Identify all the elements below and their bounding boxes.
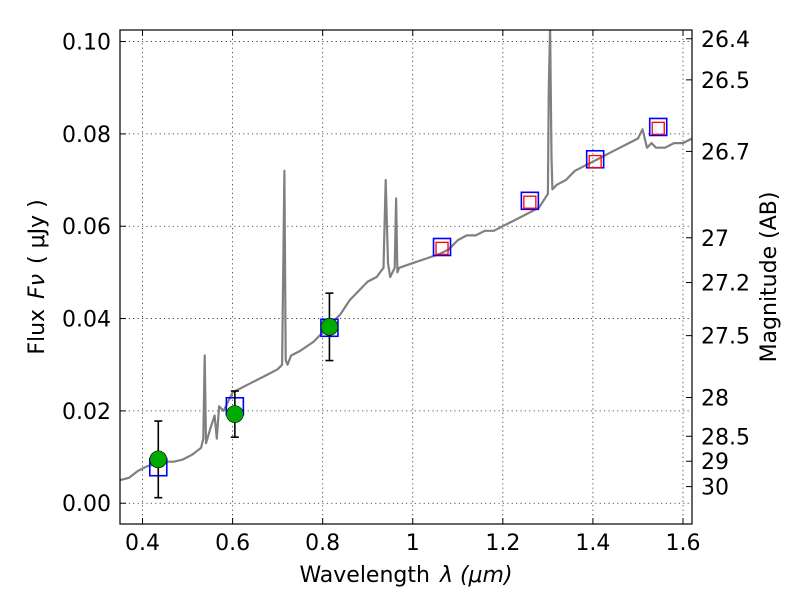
marker-layer <box>148 117 668 499</box>
x-tick-label: 1 <box>406 531 420 556</box>
model-photometry-point <box>520 191 540 211</box>
y-tick-label: 0.00 <box>62 492 111 517</box>
right-tick-label: 29 <box>701 450 729 475</box>
upper-limit-point <box>523 195 537 209</box>
upper-limit-point <box>651 121 665 135</box>
right-tick-label: 26.4 <box>701 28 750 53</box>
x-tick-label: 0.4 <box>125 531 160 556</box>
x-axis-label: Wavelength λ (μm) <box>299 563 512 588</box>
x-tick-label: 1.2 <box>485 531 520 556</box>
y-tick-label: 0.10 <box>62 31 111 56</box>
model-photometry-point <box>432 237 452 257</box>
model-photometry-point <box>648 117 668 137</box>
y-tick-label: 0.02 <box>62 400 111 425</box>
plot-frame <box>119 29 693 525</box>
right-tick-label: 30 <box>701 476 729 501</box>
grid <box>120 30 692 524</box>
right-tick-label: 27 <box>701 227 729 252</box>
y-tick-label: 0.04 <box>62 308 111 333</box>
x-tick-label: 0.6 <box>215 531 250 556</box>
right-axis-label: Magnitude (AB) <box>757 192 782 363</box>
right-tick-label: 28 <box>701 386 729 411</box>
right-tick-label: 26.7 <box>701 140 750 165</box>
y-tick-label: 0.08 <box>62 123 111 148</box>
observed-photometry-point <box>320 318 339 336</box>
right-tick-label: 27.5 <box>701 325 750 350</box>
spectrum-line <box>120 30 692 482</box>
y-axis-label: FluxFν( μJy ) <box>25 199 50 354</box>
right-tick-label: 28.5 <box>701 425 750 450</box>
x-tick-label: 1.6 <box>665 531 700 556</box>
upper-limit-point <box>435 241 449 256</box>
data-layer <box>120 30 692 482</box>
right-tick-label: 27.2 <box>701 272 750 297</box>
observed-photometry-point <box>226 405 244 423</box>
y-tick-label: 0.06 <box>62 215 111 240</box>
x-tick-label: 0.8 <box>305 531 340 556</box>
x-tick-label: 1.4 <box>575 531 610 556</box>
ticks: 0.4 0.6 0.8 1 1.2 1.4 1.6 0.00 0.02 0.04 0.06 0.08 0… <box>62 28 750 556</box>
upper-limit-point <box>588 154 602 169</box>
right-tick-label: 26.5 <box>701 69 750 94</box>
observed-photometry-point <box>149 450 168 469</box>
